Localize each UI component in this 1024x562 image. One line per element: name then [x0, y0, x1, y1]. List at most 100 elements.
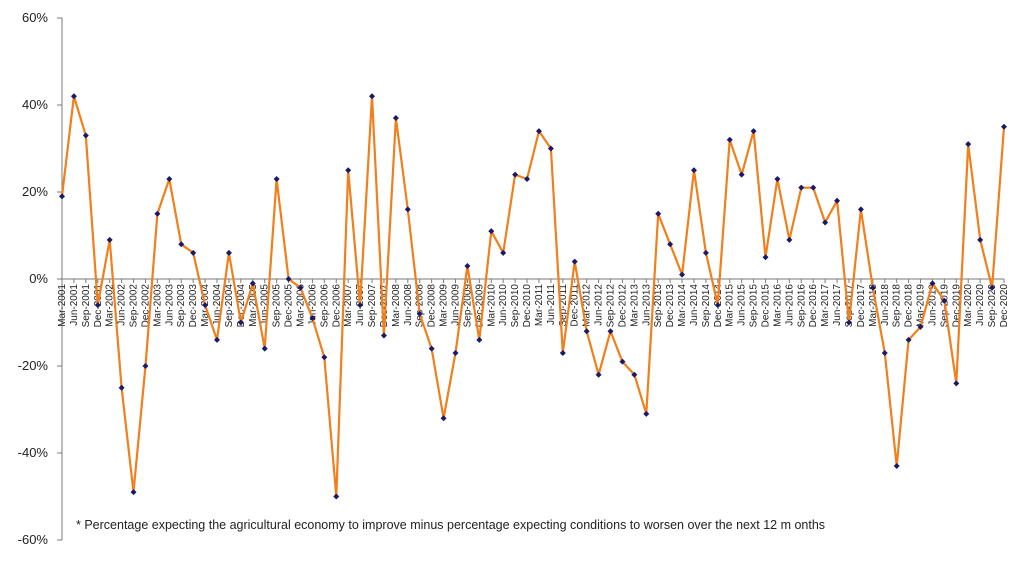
- x-tick-label: Jun-2016: [784, 284, 795, 326]
- x-tick-label: Dec-2002: [140, 284, 151, 328]
- data-point: [118, 384, 125, 391]
- data-point: [297, 284, 304, 291]
- data-point: [416, 310, 423, 317]
- x-tick-label: Dec-2013: [665, 284, 676, 328]
- x-tick-label: Dec-2007: [379, 284, 390, 328]
- x-tick-label: Mar-2001: [57, 284, 68, 327]
- data-point: [214, 336, 221, 343]
- data-point: [237, 319, 244, 326]
- data-point: [655, 210, 662, 217]
- data-point: [154, 210, 161, 217]
- data-point: [202, 302, 209, 309]
- x-tick-label: Mar-2018: [868, 284, 879, 327]
- x-tick-label: Jun-2018: [880, 284, 891, 326]
- data-point: [369, 93, 376, 100]
- data-point: [571, 258, 578, 265]
- x-tick-label: Sep-2018: [892, 284, 903, 328]
- x-tick-label: Dec-2004: [236, 284, 247, 328]
- y-tick-label: 60%: [22, 10, 48, 25]
- x-tick-label: Sep-2017: [844, 284, 855, 328]
- data-point: [345, 167, 352, 174]
- data-point: [941, 297, 948, 304]
- data-point: [285, 276, 292, 282]
- data-point: [726, 136, 733, 143]
- series-line: [60, 95, 1006, 498]
- data-point: [178, 241, 185, 248]
- x-tick-label: Dec-2020: [999, 284, 1010, 328]
- x-tick-label: Dec-2018: [904, 284, 915, 328]
- data-point: [893, 463, 900, 470]
- data-point: [440, 415, 447, 422]
- y-tick-label: -40%: [18, 445, 49, 460]
- x-tick-label: Dec-2017: [856, 284, 867, 328]
- data-point: [321, 354, 328, 361]
- data-point: [965, 141, 972, 148]
- data-point: [142, 363, 149, 369]
- x-tick-label: Dec-2005: [284, 284, 295, 328]
- data-point: [559, 349, 566, 356]
- data-point: [702, 249, 709, 256]
- x-tick-label: Dec-2008: [427, 284, 438, 328]
- data-point: [917, 323, 924, 330]
- x-tick-label: Jun-2002: [117, 284, 128, 326]
- data-point: [786, 236, 793, 243]
- data-point: [524, 175, 531, 182]
- data-point: [106, 236, 113, 243]
- x-tick-label: Mar-2015: [725, 284, 736, 327]
- x-tick-label: Dec-2006: [331, 284, 342, 328]
- x-tick-label: Jun-2017: [832, 284, 843, 326]
- data-point: [225, 249, 232, 256]
- data-point: [905, 336, 912, 343]
- data-point: [535, 128, 542, 135]
- x-tick-label: Sep-2004: [224, 284, 235, 328]
- x-tick-label: Mar-2008: [391, 284, 402, 327]
- data-point: [82, 132, 89, 139]
- x-tick-label: Jun-2013: [641, 284, 652, 326]
- x-tick-label: Sep-2020: [987, 284, 998, 328]
- y-tick-label: -60%: [18, 532, 49, 547]
- x-tick-label: Sep-2001: [81, 284, 92, 328]
- x-tick-label: Jun-2015: [737, 284, 748, 326]
- data-point: [810, 184, 817, 191]
- data-point: [452, 349, 459, 356]
- x-tick-label: Sep-2007: [367, 284, 378, 328]
- x-tick-label: Sep-2010: [510, 284, 521, 328]
- data-point: [762, 254, 769, 261]
- data-point: [166, 175, 173, 182]
- x-tick-label: Jun-2006: [307, 284, 318, 326]
- x-tick-label: Mar-2020: [963, 284, 974, 327]
- data-point: [488, 228, 495, 235]
- x-tick-label: Sep-2014: [701, 284, 712, 328]
- x-tick-label: Sep-2005: [272, 284, 283, 328]
- x-tick-label: Sep-2006: [319, 284, 330, 328]
- x-tick-label: Jun-2004: [212, 284, 223, 326]
- data-point: [881, 349, 888, 356]
- x-tick-label: Dec-2016: [808, 284, 819, 328]
- x-tick-label: Mar-2002: [105, 284, 116, 327]
- x-tick-label: Mar-2007: [343, 284, 354, 327]
- x-tick-label: Sep-2015: [749, 284, 760, 328]
- data-point: [977, 236, 984, 243]
- data-point: [309, 315, 316, 322]
- data-point: [845, 319, 852, 326]
- x-tick-label: Dec-2015: [761, 284, 772, 328]
- data-point: [392, 115, 399, 122]
- x-tick-label: Mar-2005: [248, 284, 259, 327]
- x-tick-label: Mar-2012: [582, 284, 593, 327]
- x-tick-label: Mar-2014: [677, 284, 688, 327]
- y-tick-label: 40%: [22, 97, 48, 112]
- x-axis-tick-labels: Mar-2001Jun-2001Sep-2001Dec-2001Mar-2002…: [57, 284, 1010, 328]
- x-tick-label: Mar-2010: [486, 284, 497, 327]
- data-point: [822, 219, 829, 226]
- x-tick-label: Dec-2012: [617, 284, 628, 328]
- chart-footnote: * Percentage expecting the agricultural …: [76, 518, 825, 532]
- x-tick-label: Jun-2001: [69, 284, 80, 326]
- data-point: [500, 249, 507, 256]
- data-point: [607, 328, 614, 335]
- data-point: [404, 206, 411, 213]
- x-tick-label: Mar-2009: [439, 284, 450, 327]
- data-point: [690, 167, 697, 174]
- x-tick-label: Jun-2012: [594, 284, 605, 326]
- x-tick-label: Jun-2019: [927, 284, 938, 326]
